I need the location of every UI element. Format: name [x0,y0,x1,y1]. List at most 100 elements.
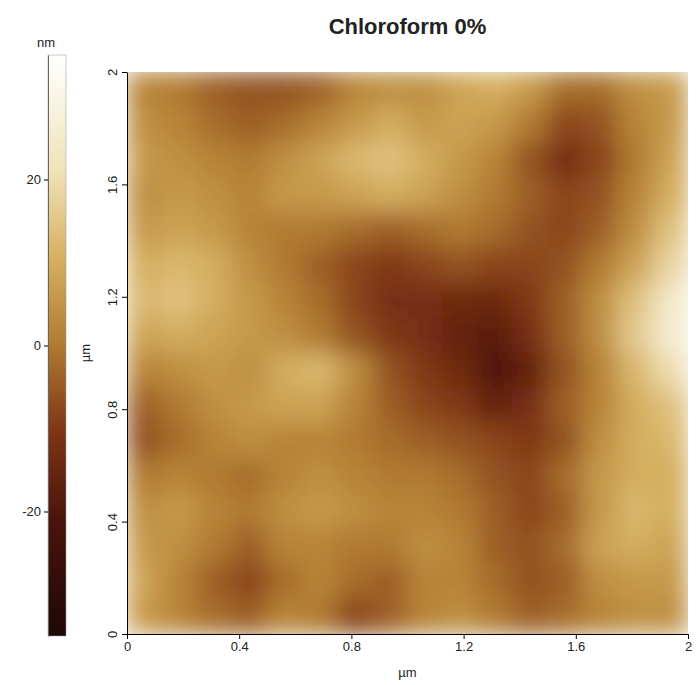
cell [337,528,373,564]
cell [652,107,688,143]
cell [442,563,478,599]
cell [547,493,583,529]
cell [547,563,583,599]
cell [162,388,198,424]
cell [652,563,688,599]
cell [267,423,303,459]
cell [512,282,548,318]
tick-label: 0 [105,631,120,638]
cell [442,282,478,318]
cell [652,388,688,424]
cell [477,528,513,564]
cell [232,247,268,283]
cell [617,282,653,318]
cell [477,388,513,424]
cell [162,247,198,283]
cell [477,458,513,494]
cell [477,142,513,178]
tick-label: 0.4 [105,513,120,531]
cell [617,142,653,178]
cell [652,493,688,529]
cell [652,423,688,459]
cell [652,353,688,389]
cell [337,247,373,283]
tick: 1.2 [105,288,127,306]
cell [372,282,408,318]
cell [652,458,688,494]
cell [232,423,268,459]
cell [617,563,653,599]
cell [162,493,198,529]
cell [617,458,653,494]
cell [197,353,233,389]
cell [407,107,443,143]
cell [162,212,198,248]
cell [302,353,338,389]
cell [372,72,408,108]
cell [127,107,163,143]
cell [232,388,268,424]
cell [372,458,408,494]
cell [582,142,618,178]
cell [337,142,373,178]
cell [442,212,478,248]
cell [582,72,618,108]
cell [512,142,548,178]
cell [372,563,408,599]
cell [617,423,653,459]
cell [582,177,618,213]
cell [232,317,268,353]
cell [442,458,478,494]
cell [407,458,443,494]
cell [232,563,268,599]
cell [582,493,618,529]
tick: 0 [105,631,127,638]
cells [127,72,688,634]
cell [127,353,163,389]
tick-label: 20 [27,172,41,187]
cell [652,317,688,353]
cell [442,388,478,424]
x-axis: 00.40.81.21.62 [124,634,692,654]
cell [372,388,408,424]
tick: 0 [124,634,131,654]
cell [442,142,478,178]
tick: 0 [34,338,48,353]
cell [407,317,443,353]
cell [582,423,618,459]
cell [477,493,513,529]
cell [267,563,303,599]
cell [407,423,443,459]
cell [512,423,548,459]
cell [407,493,443,529]
cell [582,528,618,564]
y-axis-title: µm [78,344,93,362]
cell [127,72,163,108]
cell [302,212,338,248]
cell [162,282,198,318]
cell [652,247,688,283]
cell [267,212,303,248]
cell [617,177,653,213]
cell [407,353,443,389]
tick-label: 2 [685,639,692,654]
cell [652,282,688,318]
cell [302,247,338,283]
cell [267,282,303,318]
cell [652,142,688,178]
cell [372,142,408,178]
cell [197,142,233,178]
tick-mark [122,72,127,73]
tick: 20 [27,172,48,187]
cell [267,177,303,213]
cell [442,317,478,353]
tick: 0.4 [105,513,127,531]
cell [372,247,408,283]
cell [407,563,443,599]
cell [302,563,338,599]
cell [477,72,513,108]
tick-mark [44,346,48,347]
cell [162,317,198,353]
colorbar [48,55,66,636]
cell [197,423,233,459]
